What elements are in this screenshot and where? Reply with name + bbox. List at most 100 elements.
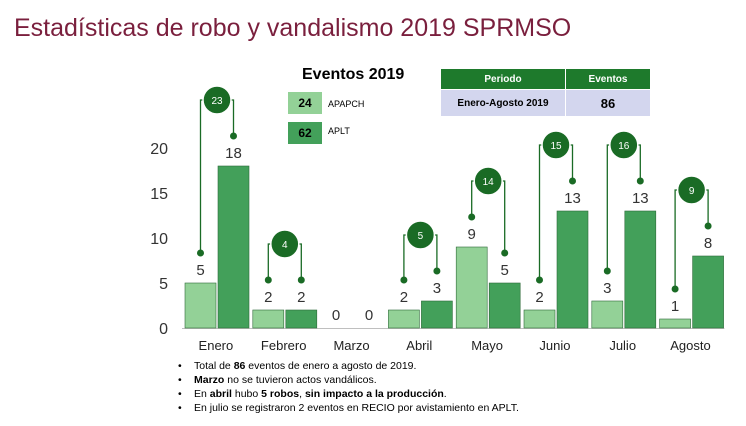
x-tick-label: Junio: [539, 338, 570, 353]
note-text: .: [443, 388, 447, 400]
total-badge: [541, 130, 571, 160]
total-badge-label: 4: [282, 240, 288, 251]
note-text: Total de: [194, 360, 234, 372]
summary-header-eventos: Eventos: [565, 68, 651, 90]
total-badge-label: 23: [211, 96, 223, 107]
bar-apapch: [455, 246, 488, 329]
legend-title: Eventos 2019: [302, 66, 405, 83]
bar-apapch: [659, 318, 691, 329]
total-badge-label: 16: [618, 141, 630, 152]
total-badge: [202, 85, 232, 115]
note-text: En julio se registraron 2 eventos en REC…: [194, 402, 519, 414]
bracket-dot: [636, 177, 644, 185]
data-label: 13: [564, 190, 581, 207]
data-label: 5: [196, 262, 204, 279]
x-tick-label: Febrero: [261, 338, 307, 353]
note-text: 86: [233, 360, 246, 372]
note-text: no se tuvieron actos vandálicos.: [224, 374, 377, 386]
legend-aplt-label: APLT: [328, 126, 350, 136]
bar-apapch: [523, 309, 556, 329]
total-badge-label: 9: [689, 186, 695, 197]
bracket-dot: [433, 267, 441, 275]
total-badge-label: 5: [418, 231, 424, 242]
data-label: 2: [400, 289, 408, 306]
note-item: Total de 86 eventos de enero a agosto de…: [176, 359, 519, 373]
y-tick-label: 10: [150, 231, 168, 248]
note-item: En abril hubo 5 robos, sin impacto a la …: [176, 387, 519, 401]
data-label: 8: [704, 235, 712, 252]
bar-aplt: [285, 309, 318, 329]
data-label: 9: [468, 226, 476, 243]
bar-aplt: [217, 165, 250, 329]
total-badge-label: 14: [483, 177, 495, 188]
total-badge: [270, 229, 300, 259]
total-badge: [473, 166, 503, 196]
x-tick-label: Agosto: [670, 338, 710, 353]
x-tick-label: Marzo: [333, 338, 369, 353]
bracket-dot: [197, 249, 204, 257]
bar-aplt: [421, 300, 453, 329]
total-badge: [405, 220, 436, 250]
note-text: 5 robos: [261, 388, 300, 400]
y-tick-label: 5: [159, 276, 168, 293]
notes-list: Total de 86 eventos de enero a agosto de…: [176, 359, 519, 415]
legend-apapch-value: 24: [288, 92, 322, 114]
y-tick-label: 20: [150, 141, 168, 158]
bar-apapch: [388, 309, 420, 329]
bar-aplt: [692, 255, 724, 329]
legend-apapch-label: APAPCH: [328, 99, 365, 109]
data-label: 0: [365, 307, 373, 324]
data-label: 2: [264, 289, 272, 306]
bracket-dot: [501, 249, 509, 257]
x-tick-label: Abril: [406, 338, 432, 353]
note-item: Marzo no se tuvieron actos vandálicos.: [176, 373, 519, 387]
note-item: En julio se registraron 2 eventos en REC…: [176, 401, 519, 415]
y-tick-label: 15: [150, 186, 168, 203]
data-label: 3: [603, 280, 611, 297]
note-text: abril: [209, 388, 232, 400]
data-label: 2: [297, 289, 305, 306]
bracket-dot: [264, 276, 272, 284]
legend-aplt-value: 62: [288, 122, 322, 144]
data-label: 18: [225, 145, 242, 162]
x-tick-label: Mayo: [471, 338, 503, 353]
x-tick-label: Julio: [609, 338, 636, 353]
x-tick-label: Enero: [199, 338, 234, 353]
bar-aplt: [624, 210, 657, 329]
summary-header-periodo: Periodo: [440, 68, 566, 90]
bar-apapch: [591, 300, 624, 329]
bracket-dot: [603, 267, 611, 275]
bracket-dot: [468, 213, 476, 221]
bar-aplt: [488, 282, 521, 329]
data-label: 2: [535, 289, 543, 306]
data-label: 5: [501, 262, 509, 279]
data-label: 13: [632, 190, 649, 207]
note-text: Marzo: [194, 374, 225, 386]
note-text: ,: [299, 388, 305, 400]
page-title: Estadísticas de robo y vandalismo 2019 S…: [14, 14, 572, 42]
total-badge: [676, 175, 707, 205]
bracket-dot: [569, 177, 576, 185]
bracket-dot: [536, 276, 543, 284]
y-tick-label: 0: [159, 321, 168, 338]
summary-cell-eventos: 86: [565, 89, 651, 117]
bracket-dot: [230, 132, 237, 140]
bracket-dot: [704, 222, 712, 230]
data-label: 0: [332, 307, 340, 324]
data-label: 3: [433, 280, 441, 297]
bar-aplt: [556, 210, 589, 329]
note-text: En: [194, 388, 210, 400]
data-label: 1: [671, 298, 679, 315]
note-text: sin impacto a la producción: [304, 388, 444, 400]
total-badge-label: 15: [550, 141, 562, 152]
summary-table: Periodo Eventos Enero-Agosto 2019 86: [440, 68, 651, 117]
note-text: eventos de enero a agosto de 2019.: [245, 360, 417, 372]
total-badge: [609, 130, 639, 160]
bar-apapch: [184, 282, 217, 329]
bar-apapch: [252, 309, 285, 329]
note-text: hubo: [231, 388, 262, 400]
bracket-dot: [671, 285, 679, 293]
summary-cell-periodo: Enero-Agosto 2019: [440, 89, 566, 117]
bracket-dot: [297, 276, 305, 284]
